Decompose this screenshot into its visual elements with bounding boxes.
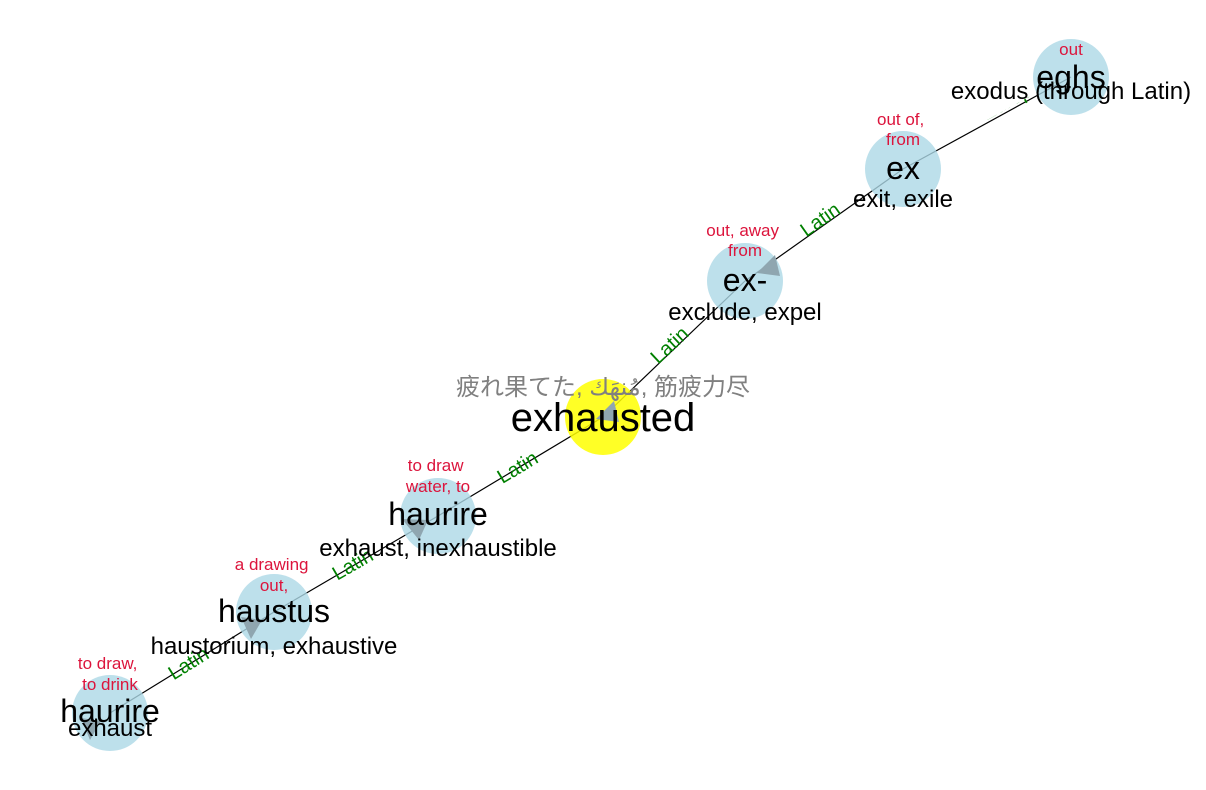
node-haurire-1-meaning: to draw water, to xyxy=(405,456,470,496)
node-haustus-meaning-line-2: out, xyxy=(260,576,288,595)
arrowhead-ex-prefix xyxy=(757,255,780,276)
node-haurire-2-meaning-line-2: to drink xyxy=(82,675,138,694)
node-haustus-meaning: a drawing out, xyxy=(235,555,313,595)
arrows-layer xyxy=(81,255,780,740)
node-haustus-examples: haustorium, exhaustive xyxy=(151,633,398,660)
node-eghs-word: eghs xyxy=(1036,59,1105,95)
edge-label-ex-ex-prefix: Latin xyxy=(796,199,844,242)
node-haurire-1-meaning-line-1: to draw xyxy=(408,456,464,475)
node-haustus-meaning-line-1: a drawing xyxy=(235,555,309,574)
edge-label-ex-prefix-center: Latin xyxy=(647,323,694,369)
node-ex-examples: exit, exile xyxy=(853,186,953,213)
arrowhead-haurire-1 xyxy=(402,519,428,540)
node-text-layer: out eghs exodus (through Latin) out of, … xyxy=(60,40,1191,742)
node-haurire-2-meaning: to draw, to drink xyxy=(78,654,142,694)
node-ex-prefix-meaning-line-1: out, away xyxy=(706,221,779,240)
node-haurire-1-examples: exhaust, inexhaustible xyxy=(319,535,557,562)
node-haurire-2-examples: exhaust xyxy=(68,715,152,742)
arrowhead-center xyxy=(596,401,619,422)
node-haurire-2-word: haurire xyxy=(60,693,160,729)
arrowhead-haustus xyxy=(241,617,262,639)
node-haurire-1-word: haurire xyxy=(388,496,488,532)
node-eghs-examples: exodus (through Latin) xyxy=(951,78,1191,105)
node-haurire-1-meaning-line-2: water, to xyxy=(405,477,470,496)
node-ex-prefix-examples: exclude, expel xyxy=(668,299,821,326)
center-word: exhausted xyxy=(511,396,696,440)
node-ex-meaning-line-1: out of, xyxy=(877,110,924,129)
node-ex-meaning: out of, from xyxy=(877,110,929,149)
node-ex-prefix-meaning: out, away from xyxy=(706,221,784,260)
node-eghs-circle[interactable] xyxy=(1033,39,1109,115)
node-ex-circle[interactable] xyxy=(865,131,941,207)
node-eghs-meaning: out xyxy=(1059,40,1083,59)
node-ex-meaning-line-2: from xyxy=(886,130,920,149)
node-ex-word: ex xyxy=(886,150,920,186)
node-haurire-2-meaning-line-1: to draw, xyxy=(78,654,138,673)
node-eghs-meaning-line: out xyxy=(1059,40,1083,59)
center-translations: 疲れ果てた, مُنهَك, 筋疲力尽 xyxy=(456,374,750,401)
arrowhead-haurire-2 xyxy=(81,718,101,740)
node-haustus-word: haustus xyxy=(218,593,330,629)
edge-label-center-haurire-1: Latin xyxy=(494,447,543,488)
node-ex-prefix-circle[interactable] xyxy=(707,243,783,319)
node-ex-prefix-meaning-line-2: from xyxy=(728,241,762,260)
node-ex-prefix-word: ex- xyxy=(723,262,767,298)
